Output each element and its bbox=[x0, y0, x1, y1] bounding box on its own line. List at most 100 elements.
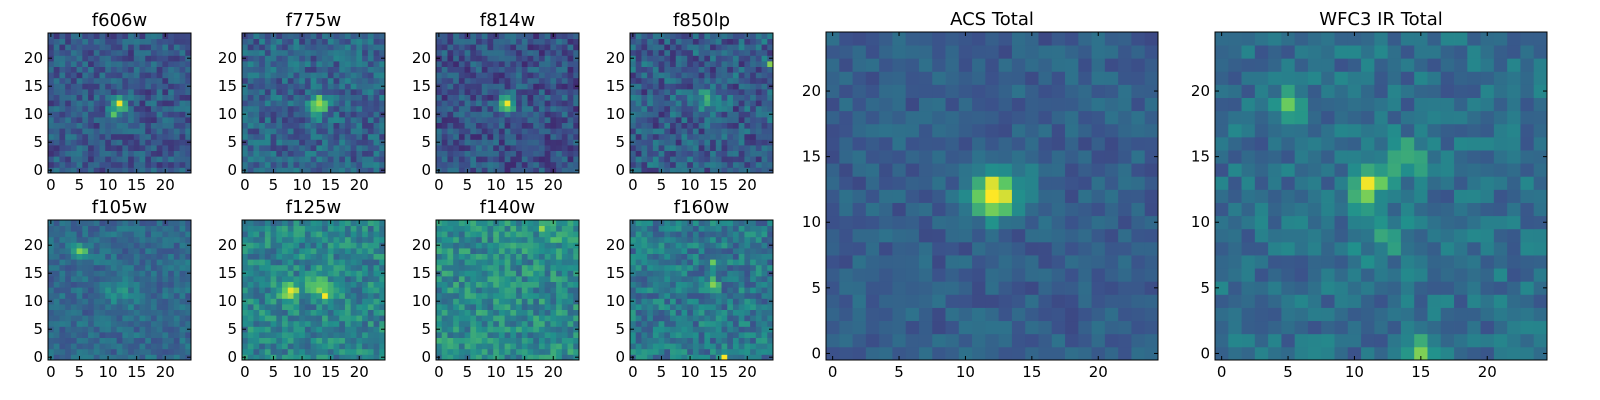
heatmap-cell bbox=[48, 156, 55, 163]
heatmap-cell bbox=[556, 38, 563, 45]
heatmap-cell bbox=[59, 133, 66, 140]
heatmap-cell bbox=[150, 33, 158, 39]
heatmap-cell bbox=[670, 44, 677, 51]
heatmap-cell bbox=[715, 128, 722, 135]
heatmap-cell bbox=[179, 343, 186, 350]
heatmap-cell bbox=[156, 354, 163, 361]
heatmap-cell bbox=[168, 287, 175, 294]
heatmap-cell bbox=[436, 61, 443, 67]
heatmap-cell bbox=[150, 83, 158, 90]
heatmap-cell bbox=[470, 309, 477, 316]
heatmap-cell bbox=[247, 292, 254, 299]
heatmap-cell bbox=[145, 49, 152, 56]
heatmap-cell bbox=[293, 133, 300, 140]
heatmap-cell bbox=[544, 77, 551, 84]
heatmap-cell bbox=[304, 270, 312, 277]
heatmap-cell bbox=[304, 150, 312, 157]
heatmap-cell bbox=[304, 133, 312, 140]
heatmap-cell bbox=[350, 231, 357, 238]
heatmap-cell bbox=[133, 320, 140, 327]
heatmap-cell bbox=[744, 100, 751, 107]
heatmap-cell bbox=[88, 348, 95, 355]
heatmap-cell bbox=[658, 348, 665, 355]
heatmap-cell bbox=[53, 348, 60, 355]
heatmap-cell bbox=[59, 49, 66, 56]
heatmap-cell bbox=[156, 72, 163, 79]
heatmap-cell bbox=[179, 298, 186, 305]
heatmap-cell bbox=[498, 276, 506, 282]
heatmap-cell bbox=[664, 66, 671, 73]
heatmap-cell bbox=[156, 270, 163, 277]
heatmap-cell bbox=[287, 276, 294, 282]
heatmap-cell bbox=[53, 150, 60, 157]
heatmap-cell bbox=[464, 242, 471, 249]
heatmap-cell bbox=[99, 105, 106, 112]
heatmap-cell bbox=[264, 253, 271, 260]
heatmap-cell bbox=[362, 55, 369, 62]
heatmap-cell bbox=[670, 320, 677, 327]
heatmap-cell bbox=[533, 77, 540, 84]
heatmap-cell bbox=[339, 264, 346, 271]
heatmap-cell bbox=[110, 337, 118, 344]
heatmap-cell bbox=[185, 128, 192, 135]
heatmap-cell bbox=[493, 264, 500, 271]
heatmap-cell bbox=[556, 242, 563, 249]
heatmap-cell bbox=[750, 61, 757, 67]
heatmap-cell bbox=[658, 292, 665, 299]
heatmap-cell bbox=[652, 55, 659, 62]
heatmap-cell bbox=[185, 276, 192, 282]
heatmap-cell bbox=[53, 287, 60, 294]
heatmap-cell bbox=[504, 315, 511, 322]
heatmap-cell bbox=[727, 77, 734, 84]
heatmap-cell bbox=[150, 276, 158, 282]
heatmap-cell bbox=[168, 253, 175, 260]
heatmap-cell bbox=[270, 320, 277, 327]
heatmap-cell bbox=[738, 287, 745, 294]
heatmap-cell bbox=[264, 276, 271, 282]
heatmap-cell bbox=[344, 72, 352, 79]
heatmap-cell bbox=[441, 242, 448, 249]
heatmap-cell bbox=[88, 298, 95, 305]
heatmap-cell bbox=[675, 156, 682, 163]
heatmap-cell bbox=[664, 122, 671, 129]
heatmap-cell bbox=[59, 38, 66, 45]
heatmap-cell bbox=[173, 225, 180, 232]
heatmap-cell bbox=[493, 72, 500, 79]
heatmap-cell bbox=[470, 242, 477, 249]
heatmap-cell bbox=[93, 150, 100, 157]
heatmap-cell bbox=[253, 343, 260, 350]
heatmap-cell bbox=[744, 150, 751, 157]
heatmap-cell bbox=[53, 83, 60, 90]
y-tick-label: 20 bbox=[218, 49, 237, 67]
heatmap-cell bbox=[322, 89, 329, 95]
heatmap-cell bbox=[470, 348, 477, 355]
heatmap-cell bbox=[59, 145, 66, 151]
heatmap-cell bbox=[259, 117, 266, 123]
heatmap-cell bbox=[447, 231, 454, 238]
heatmap-cell bbox=[481, 236, 488, 243]
y-tick-label: 15 bbox=[24, 77, 43, 95]
heatmap-cell bbox=[282, 33, 289, 39]
heatmap-cell bbox=[93, 292, 100, 299]
heatmap-cell bbox=[481, 72, 488, 79]
heatmap-cell bbox=[356, 133, 363, 140]
heatmap-cell bbox=[122, 161, 129, 168]
heatmap-cell bbox=[339, 44, 346, 51]
heatmap-cell bbox=[367, 61, 374, 67]
heatmap-cell bbox=[664, 270, 671, 277]
heatmap-cell bbox=[470, 161, 477, 168]
heatmap-cell bbox=[464, 128, 471, 135]
heatmap-cell bbox=[436, 332, 443, 338]
heatmap-cell bbox=[704, 304, 711, 310]
heatmap-cell bbox=[162, 343, 169, 350]
heatmap-cell bbox=[133, 276, 140, 282]
heatmap-cell bbox=[139, 122, 146, 129]
heatmap-cell bbox=[282, 287, 289, 294]
heatmap-cell bbox=[687, 100, 694, 107]
heatmap-cell bbox=[675, 128, 682, 135]
heatmap-cell bbox=[133, 72, 140, 79]
heatmap-cell bbox=[276, 253, 283, 260]
heatmap-cell bbox=[145, 248, 152, 254]
heatmap-cell bbox=[498, 145, 506, 151]
heatmap-cell bbox=[247, 38, 254, 45]
